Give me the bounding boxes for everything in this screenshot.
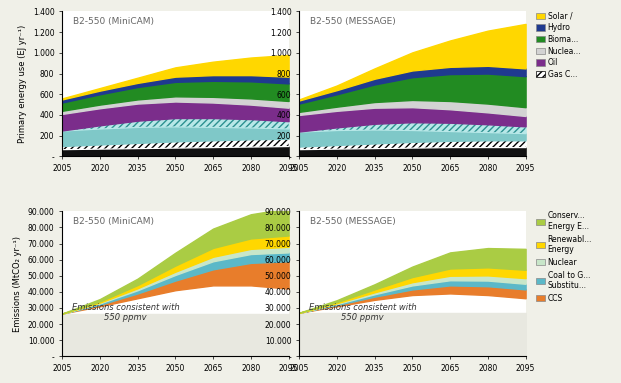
Text: B2-550 (MESSAGE): B2-550 (MESSAGE)	[310, 17, 396, 26]
Legend: Solar /, Hydro, Bioma..., Nuclea..., Oil, Gas C...: Solar /, Hydro, Bioma..., Nuclea..., Oil…	[536, 11, 581, 79]
Text: Emissions consistent with
550 ppmv: Emissions consistent with 550 ppmv	[71, 303, 179, 322]
Text: B2-550 (MiniCAM): B2-550 (MiniCAM)	[73, 217, 155, 226]
Legend: Conserv...
Energy E..., Renewabl...
Energy, Nuclear, Coal to G...
Substitu..., C: Conserv... Energy E..., Renewabl... Ener…	[536, 211, 592, 303]
Y-axis label: Primary energy use (EJ yr⁻¹): Primary energy use (EJ yr⁻¹)	[18, 25, 27, 143]
Text: Emissions consistent with
550 ppmv: Emissions consistent with 550 ppmv	[309, 303, 416, 322]
Y-axis label: Emissions (MtCO₂ yr⁻¹): Emissions (MtCO₂ yr⁻¹)	[13, 236, 22, 332]
Text: B2-550 (MiniCAM): B2-550 (MiniCAM)	[73, 17, 155, 26]
Text: B2-550 (MESSAGE): B2-550 (MESSAGE)	[310, 217, 396, 226]
